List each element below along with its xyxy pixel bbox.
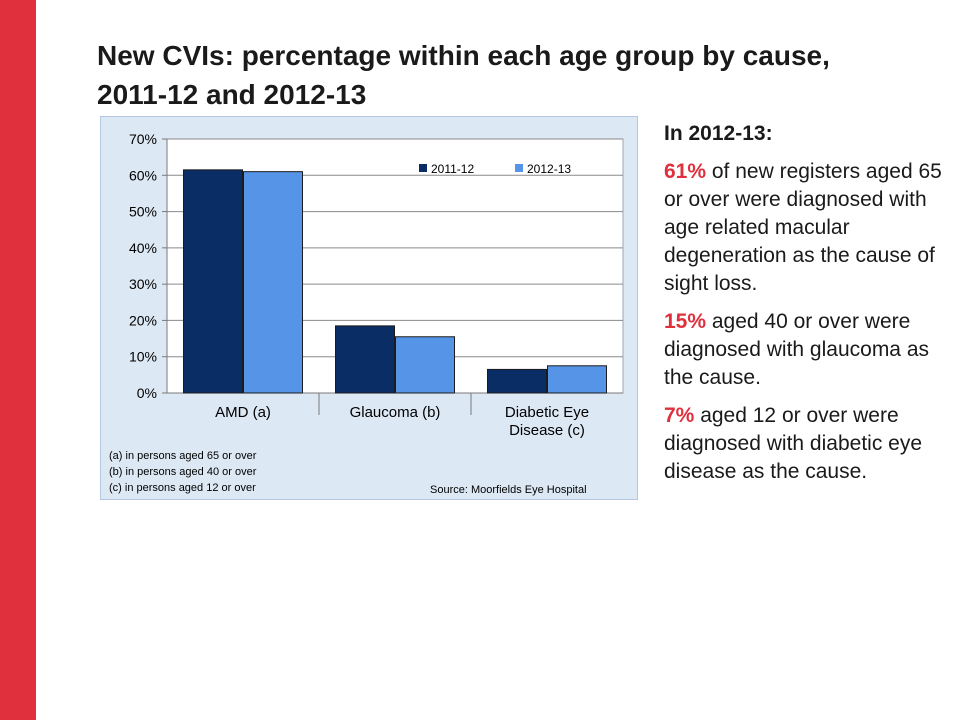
bar-2012-13: [243, 171, 303, 394]
x-category-label: Glaucoma (b): [350, 404, 441, 421]
x-category-label: Diabetic Eye: [505, 404, 589, 421]
chart-panel: 0% 10% 20% 30% 40% 50% 60% 70% AMD (a) Glaucoma (…: [100, 116, 638, 500]
bar-2012-13: [547, 365, 607, 394]
finding-diabetic-text: aged 12 or over were diagnosed with diab…: [664, 404, 923, 483]
y-tick-label: 60%: [129, 167, 157, 183]
bar-2011-12: [183, 169, 243, 394]
finding-amd-percent: 61%: [664, 160, 707, 183]
bar-2011-12: [335, 325, 395, 394]
footnote-a: (a) in persons aged 65 or over: [109, 450, 257, 462]
finding-diabetic-percent: 7%: [664, 404, 695, 427]
y-tick-label: 0%: [137, 385, 157, 401]
finding-amd-text: of new registers aged 65 or over were di…: [664, 160, 942, 295]
finding-amd: 61% of new registers aged 65 or over wer…: [664, 158, 954, 298]
legend-swatch: [419, 164, 427, 172]
finding-diabetic: 7% aged 12 or over were diagnosed with d…: [664, 402, 954, 486]
bar-2011-12: [487, 368, 547, 394]
findings-heading: In 2012-13:: [664, 122, 773, 145]
legend-label: 2012-13: [527, 162, 571, 176]
x-category-label: Disease (c): [509, 422, 585, 439]
bar-2012-13: [395, 336, 455, 394]
legend-label: 2011-12: [431, 162, 474, 176]
y-tick-label: 50%: [129, 204, 157, 220]
y-tick-label: 30%: [129, 276, 157, 292]
slide-title: New CVIs: percentage within each age gro…: [97, 40, 830, 110]
x-category-label: AMD (a): [215, 404, 271, 421]
finding-glaucoma: 15% aged 40 or over were diagnosed with …: [664, 308, 954, 392]
key-findings: In 2012-13: 61% of new registers aged 65…: [664, 120, 954, 496]
chart-footnotes: (a) in persons aged 65 or over (b) in pe…: [109, 448, 256, 496]
footnote-c: (c) in persons aged 12 or over: [109, 482, 256, 494]
footnote-b: (b) in persons aged 40 or over: [109, 466, 257, 478]
y-tick-label: 10%: [129, 349, 157, 365]
accent-side-bar: [0, 0, 36, 720]
finding-glaucoma-text: aged 40 or over were diagnosed with glau…: [664, 310, 930, 389]
bar-chart: 0% 10% 20% 30% 40% 50% 60% 70% AMD (a) Glaucoma (…: [129, 131, 624, 439]
y-tick-label: 20%: [129, 312, 157, 328]
finding-glaucoma-percent: 15%: [664, 310, 707, 333]
y-tick-label: 70%: [129, 131, 157, 147]
y-tick-label: 40%: [129, 240, 157, 256]
chart-source: Source: Moorfields Eye Hospital: [430, 484, 587, 496]
legend-swatch: [515, 164, 523, 172]
